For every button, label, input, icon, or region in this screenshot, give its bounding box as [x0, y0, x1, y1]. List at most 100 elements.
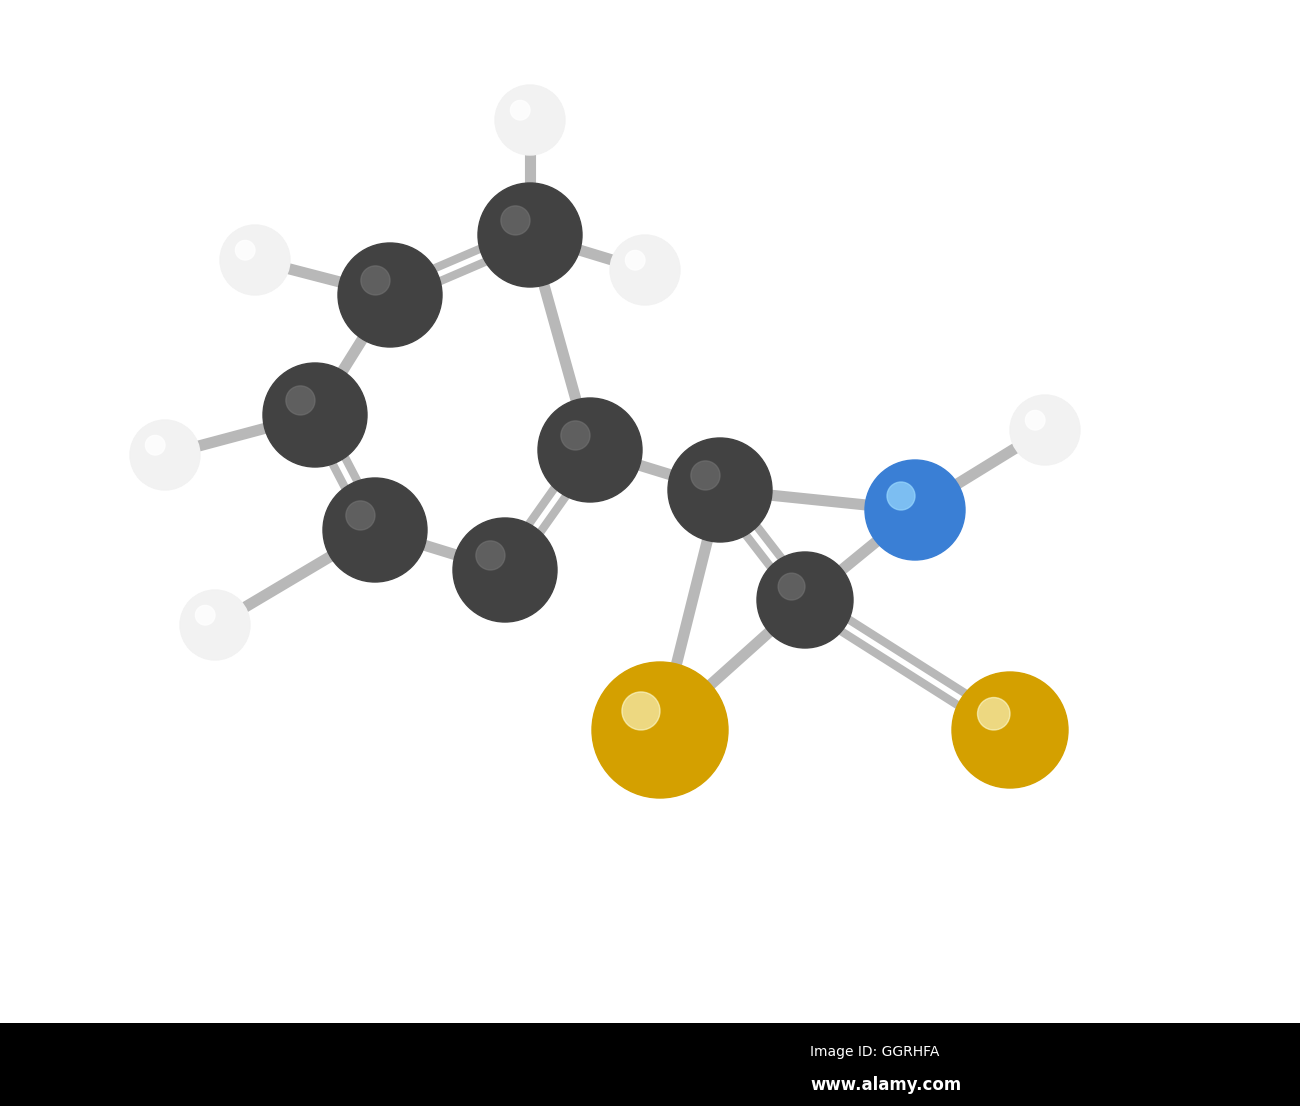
- Circle shape: [794, 589, 815, 611]
- Circle shape: [764, 560, 845, 640]
- Circle shape: [1037, 422, 1053, 438]
- Text: www.alamy.com: www.alamy.com: [810, 1076, 961, 1094]
- Circle shape: [1017, 401, 1074, 458]
- Circle shape: [299, 398, 332, 431]
- Circle shape: [629, 254, 660, 285]
- Circle shape: [286, 386, 315, 415]
- Circle shape: [875, 470, 956, 551]
- Circle shape: [645, 714, 675, 745]
- Circle shape: [239, 244, 270, 275]
- Circle shape: [1026, 410, 1045, 430]
- Circle shape: [270, 371, 360, 460]
- Circle shape: [264, 364, 365, 466]
- Circle shape: [192, 603, 237, 647]
- Circle shape: [668, 438, 772, 542]
- Circle shape: [959, 680, 1061, 780]
- Circle shape: [601, 671, 719, 789]
- Circle shape: [476, 541, 504, 570]
- Circle shape: [508, 97, 552, 143]
- Circle shape: [188, 599, 240, 651]
- Circle shape: [759, 554, 850, 646]
- Circle shape: [490, 195, 571, 275]
- Circle shape: [493, 198, 567, 272]
- Circle shape: [263, 363, 367, 467]
- Circle shape: [671, 440, 770, 540]
- Circle shape: [242, 247, 269, 273]
- Circle shape: [142, 431, 188, 479]
- Circle shape: [130, 420, 200, 490]
- Circle shape: [558, 417, 623, 483]
- Circle shape: [504, 209, 556, 261]
- Circle shape: [692, 461, 749, 519]
- Circle shape: [347, 501, 403, 559]
- Circle shape: [956, 675, 1065, 785]
- Circle shape: [545, 405, 634, 495]
- Circle shape: [512, 103, 547, 137]
- Circle shape: [495, 200, 566, 270]
- Circle shape: [185, 595, 246, 656]
- Circle shape: [153, 444, 176, 466]
- Circle shape: [610, 234, 680, 305]
- Circle shape: [326, 481, 424, 580]
- Circle shape: [515, 104, 546, 136]
- Circle shape: [550, 409, 630, 490]
- Circle shape: [224, 229, 286, 291]
- Circle shape: [690, 461, 720, 490]
- Circle shape: [627, 696, 694, 764]
- Circle shape: [196, 606, 234, 644]
- Circle shape: [467, 532, 543, 608]
- Circle shape: [134, 424, 196, 487]
- Circle shape: [474, 540, 536, 601]
- Circle shape: [358, 262, 423, 327]
- Circle shape: [673, 444, 767, 536]
- Circle shape: [227, 233, 282, 288]
- Circle shape: [222, 227, 289, 293]
- Circle shape: [472, 538, 538, 603]
- Circle shape: [226, 232, 283, 289]
- Circle shape: [516, 106, 543, 134]
- Circle shape: [874, 468, 957, 552]
- Circle shape: [676, 447, 763, 533]
- Circle shape: [480, 185, 581, 285]
- Circle shape: [881, 477, 949, 543]
- Circle shape: [772, 567, 837, 633]
- Circle shape: [291, 392, 338, 438]
- Circle shape: [771, 566, 838, 634]
- Circle shape: [458, 522, 552, 618]
- Circle shape: [573, 434, 606, 467]
- Circle shape: [338, 243, 442, 347]
- Circle shape: [337, 491, 413, 568]
- Circle shape: [344, 499, 406, 561]
- Circle shape: [471, 535, 540, 605]
- Circle shape: [621, 247, 668, 293]
- Circle shape: [364, 519, 386, 542]
- Circle shape: [188, 598, 242, 653]
- Circle shape: [1024, 409, 1066, 451]
- Circle shape: [888, 482, 942, 538]
- Circle shape: [768, 563, 842, 637]
- Circle shape: [456, 521, 554, 619]
- Circle shape: [355, 260, 425, 330]
- Circle shape: [541, 400, 640, 499]
- Circle shape: [341, 495, 410, 565]
- Circle shape: [333, 488, 417, 572]
- Circle shape: [623, 248, 667, 292]
- Circle shape: [620, 246, 670, 294]
- Circle shape: [460, 525, 550, 615]
- Circle shape: [607, 677, 712, 783]
- Circle shape: [150, 439, 181, 471]
- Circle shape: [997, 717, 1023, 743]
- Circle shape: [963, 684, 1057, 776]
- Circle shape: [992, 711, 1028, 749]
- Circle shape: [502, 207, 559, 263]
- Circle shape: [361, 267, 419, 323]
- Circle shape: [265, 366, 364, 465]
- Circle shape: [221, 226, 289, 294]
- Circle shape: [274, 375, 355, 456]
- Circle shape: [594, 664, 727, 796]
- Circle shape: [367, 272, 413, 319]
- Circle shape: [322, 478, 426, 582]
- Circle shape: [157, 447, 173, 462]
- Circle shape: [679, 448, 762, 532]
- Circle shape: [965, 685, 1054, 775]
